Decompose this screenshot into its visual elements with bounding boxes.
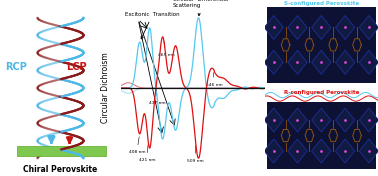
- Text: Circular Dichroism: Circular Dichroism: [101, 53, 110, 123]
- Polygon shape: [359, 50, 378, 74]
- Polygon shape: [264, 108, 284, 132]
- Text: S-configured Perovskite: S-configured Perovskite: [284, 1, 359, 6]
- Polygon shape: [311, 15, 331, 39]
- Text: 509 nm: 509 nm: [187, 145, 204, 163]
- Polygon shape: [311, 108, 331, 132]
- Text: LCP: LCP: [67, 62, 87, 72]
- Text: 465 nm: 465 nm: [158, 41, 175, 57]
- Polygon shape: [359, 15, 378, 39]
- Polygon shape: [359, 139, 378, 163]
- Polygon shape: [264, 50, 284, 74]
- Text: RCP: RCP: [5, 62, 27, 72]
- Polygon shape: [336, 139, 355, 163]
- Text: Excitonic  Transition: Excitonic Transition: [125, 12, 180, 39]
- Text: 408 nm: 408 nm: [129, 137, 145, 154]
- Polygon shape: [17, 146, 106, 156]
- Polygon shape: [288, 108, 307, 132]
- Polygon shape: [311, 139, 331, 163]
- Polygon shape: [336, 15, 355, 39]
- Text: Circular  Differential
Scattering: Circular Differential Scattering: [173, 0, 228, 16]
- Polygon shape: [336, 108, 355, 132]
- Polygon shape: [264, 139, 284, 163]
- Polygon shape: [264, 15, 284, 39]
- Text: 421 nm: 421 nm: [139, 145, 155, 162]
- Text: Chiral Perovskite: Chiral Perovskite: [23, 165, 98, 174]
- Polygon shape: [288, 50, 307, 74]
- FancyBboxPatch shape: [267, 102, 376, 169]
- Text: 546 nm: 546 nm: [206, 73, 223, 87]
- Text: 437 nm: 437 nm: [149, 89, 166, 105]
- Polygon shape: [359, 108, 378, 132]
- Polygon shape: [288, 139, 307, 163]
- Polygon shape: [336, 50, 355, 74]
- Text: R-configured Perovskite: R-configured Perovskite: [284, 90, 359, 95]
- Polygon shape: [288, 15, 307, 39]
- FancyBboxPatch shape: [267, 7, 376, 83]
- Polygon shape: [311, 50, 331, 74]
